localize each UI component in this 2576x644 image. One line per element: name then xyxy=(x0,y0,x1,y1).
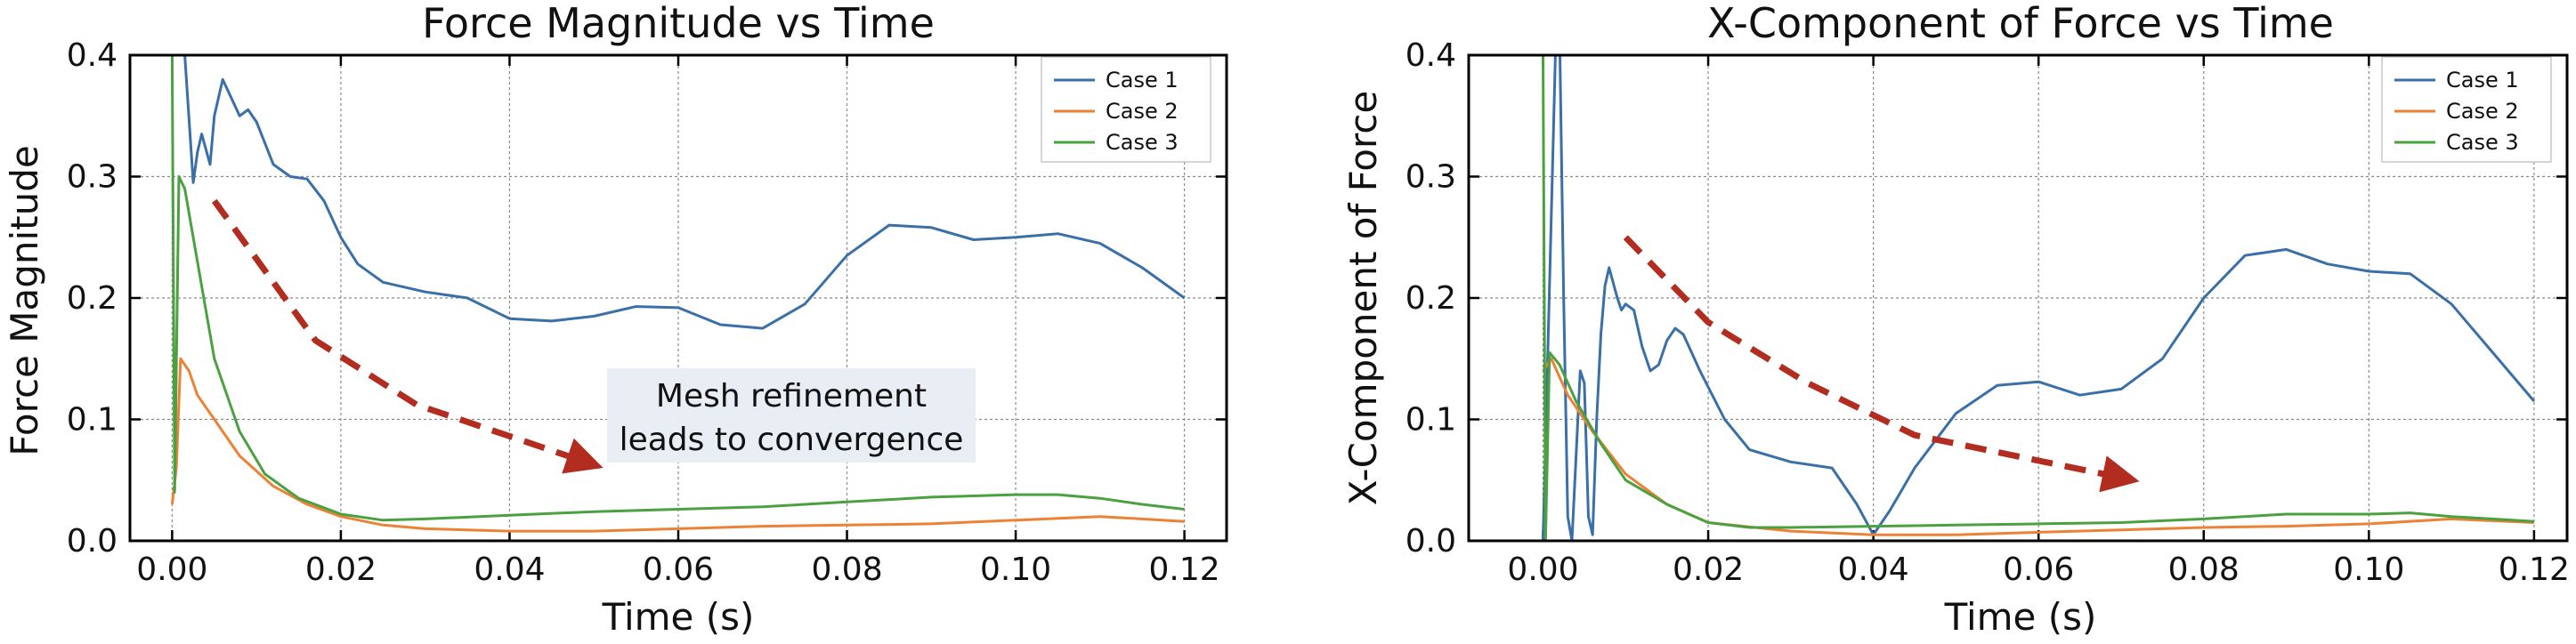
legend-label-case-3: Case 3 xyxy=(1106,130,1179,155)
y-tick-label: 0.1 xyxy=(67,402,117,439)
legend-label-case-2: Case 2 xyxy=(1106,99,1179,124)
y-axis-label: X-Component of Force xyxy=(1341,91,1385,506)
series-line-case-2 xyxy=(1542,357,2534,536)
legend-label-case-1: Case 1 xyxy=(1106,68,1179,93)
x-tick-label: 0.02 xyxy=(305,551,377,588)
x-tick-label: 0.00 xyxy=(136,551,207,588)
chart-title: Force Magnitude vs Time xyxy=(422,0,935,47)
y-tick-label: 0.0 xyxy=(1405,523,1456,559)
annotation-box xyxy=(607,368,976,463)
x-tick-label: 0.04 xyxy=(474,551,545,588)
convergence-arrow xyxy=(1623,235,2140,493)
x-tick-label: 0.10 xyxy=(980,551,1051,588)
y-axis-label: Force Magnitude xyxy=(3,145,46,456)
series-line-case-2 xyxy=(170,357,1185,533)
convergence-arrow xyxy=(211,198,603,474)
legend-box xyxy=(1041,56,1211,163)
legend-label-case-2: Case 2 xyxy=(2446,99,2519,124)
series-line-case-1 xyxy=(183,55,1186,330)
x-tick-label: 0.08 xyxy=(2168,551,2240,588)
x-tick-label: 0.06 xyxy=(2003,551,2074,588)
y-tick-label: 0.4 xyxy=(1405,37,1456,74)
plot-frame xyxy=(128,53,1228,543)
legend-label-case-1: Case 1 xyxy=(2446,68,2519,93)
x-tick-label: 0.12 xyxy=(1149,551,1220,588)
x-component-force-chart: X-Component of Force vs Time Time (s) X-… xyxy=(1341,0,2570,639)
y-tick-label: 0.0 xyxy=(67,523,117,559)
y-tick-label: 0.3 xyxy=(67,159,117,196)
x-tick-label: 0.08 xyxy=(811,551,882,588)
x-axis-label: Time (s) xyxy=(602,595,755,639)
annotation-line-2: leads to convergence xyxy=(620,422,964,458)
plot-frame xyxy=(1467,53,2569,543)
chart-title: X-Component of Force vs Time xyxy=(1707,0,2334,47)
force-magnitude-chart: Force Magnitude vs Time Time (s) Force M… xyxy=(3,0,1228,639)
y-tick-label: 0.4 xyxy=(67,37,117,74)
x-tick-label: 0.12 xyxy=(2499,551,2570,588)
x-axis-label: Time (s) xyxy=(1944,595,2097,639)
y-tick-label: 0.3 xyxy=(1405,159,1456,196)
y-tick-label: 0.1 xyxy=(1405,402,1456,439)
series-line-case-1 xyxy=(1542,55,2536,541)
legend-box xyxy=(2381,56,2552,163)
annotation-line-1: Mesh refinement xyxy=(656,378,927,415)
x-tick-label: 0.10 xyxy=(2333,551,2404,588)
y-tick-label: 0.2 xyxy=(1405,280,1456,317)
x-tick-label: 0.04 xyxy=(1838,551,1909,588)
x-tick-label: 0.00 xyxy=(1507,551,1578,588)
series-line-case-3 xyxy=(1542,55,2534,541)
x-tick-label: 0.02 xyxy=(1673,551,1744,588)
y-tick-label: 0.2 xyxy=(67,280,117,317)
series-line-case-3 xyxy=(170,55,1185,522)
legend-label-case-3: Case 3 xyxy=(2446,130,2519,155)
x-tick-label: 0.06 xyxy=(643,551,714,588)
